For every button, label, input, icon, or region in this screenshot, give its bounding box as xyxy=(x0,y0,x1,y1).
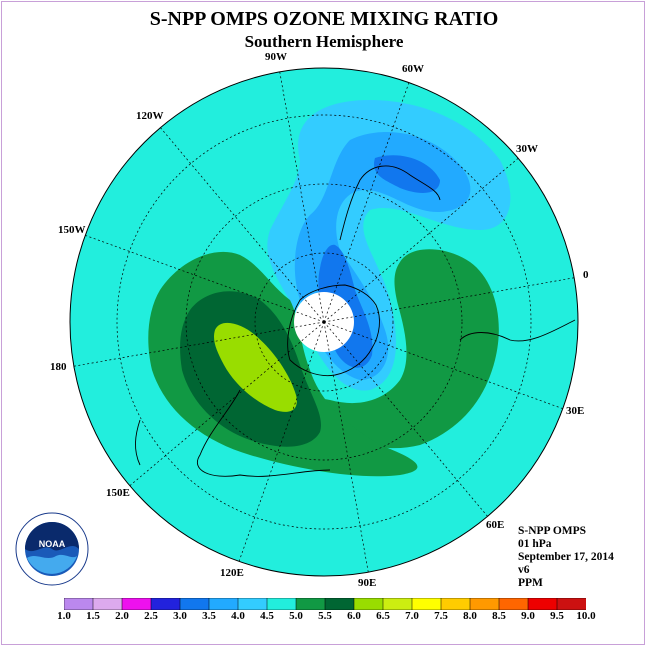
lon-label-90w: 90W xyxy=(265,51,287,63)
info-date: September 17, 2014 xyxy=(518,551,614,563)
graticule xyxy=(70,68,578,576)
colorbar-label: 10.0 xyxy=(576,610,596,622)
meridian-90w xyxy=(277,68,325,323)
south-america-coastline xyxy=(339,165,441,241)
colorbar-label: 1.0 xyxy=(57,610,71,622)
colorbar-swatch xyxy=(150,598,181,610)
lon-label-60w: 60W xyxy=(402,63,424,75)
colorbar-label: 2.0 xyxy=(115,610,129,622)
meridian-0 xyxy=(323,275,578,323)
meridian-150e xyxy=(119,321,325,495)
lon-label-180: 180 xyxy=(50,361,67,373)
lon-label-60e: 60E xyxy=(486,519,504,531)
info-units: PPM xyxy=(518,577,543,589)
meridian-120w xyxy=(153,119,325,323)
meridian-30w xyxy=(323,149,529,323)
colorbar-label: 3.5 xyxy=(202,610,216,622)
colorbar-label: 6.0 xyxy=(347,610,361,622)
meridian-60w xyxy=(323,73,413,323)
colorbar-swatch xyxy=(556,598,586,610)
coastlines xyxy=(135,165,576,477)
colorbar-label: 9.0 xyxy=(521,610,535,622)
colorbar-label: 8.5 xyxy=(492,610,506,622)
colorbar-label: 4.5 xyxy=(260,610,274,622)
colorbar-swatch xyxy=(179,598,210,610)
meridian-180 xyxy=(70,321,325,369)
noaa-logo-text: NOAA xyxy=(39,539,66,549)
africa-coastline xyxy=(459,319,576,342)
meridian-30e xyxy=(323,321,573,413)
lon-label-120e: 120E xyxy=(220,567,244,579)
colorbar-label: 5.5 xyxy=(318,610,332,622)
colorbar xyxy=(64,598,586,610)
colorbar-swatch xyxy=(353,598,384,610)
colorbar-swatch xyxy=(382,598,413,610)
colorbar-swatch xyxy=(498,598,529,610)
lon-label-30e: 30E xyxy=(566,405,584,417)
latitude-circle-2 xyxy=(185,183,463,461)
info-version: v6 xyxy=(518,564,530,576)
ozone-region-6-0 xyxy=(214,322,297,412)
colorbar-label: 6.5 xyxy=(376,610,390,622)
colorbar-label: 8.0 xyxy=(463,610,477,622)
colorbar-label: 3.0 xyxy=(173,610,187,622)
info-instrument: S-NPP OMPS xyxy=(518,525,587,537)
colorbar-label: 2.5 xyxy=(144,610,158,622)
info-block: S-NPP OMPS 01 hPa September 17, 2014 v6 … xyxy=(518,525,614,590)
meridian-60e xyxy=(323,321,495,525)
lon-label-30w: 30W xyxy=(516,143,538,155)
colorbar-swatch xyxy=(295,598,326,610)
colorbar-swatch xyxy=(208,598,239,610)
info-level: 01 hPa xyxy=(518,538,552,550)
colorbar-label: 5.0 xyxy=(289,610,303,622)
lon-label-120w: 120W xyxy=(136,110,164,122)
colorbar-label: 7.5 xyxy=(434,610,448,622)
colorbar-label: 4.0 xyxy=(231,610,245,622)
map-subtitle: Southern Hemisphere xyxy=(244,32,404,51)
noaa-logo: NOAA xyxy=(15,512,89,586)
meridian-90e xyxy=(323,321,371,576)
map-boundary-circle xyxy=(69,67,579,577)
colorbar-swatch xyxy=(64,598,94,610)
colorbar-label: 9.5 xyxy=(550,610,564,622)
latitude-circle-3 xyxy=(116,114,532,530)
ozone-region-5-0-east xyxy=(309,249,499,449)
lon-label-0: 0 xyxy=(583,269,589,281)
lon-label-150w: 150W xyxy=(58,224,86,236)
lon-label-90e: 90E xyxy=(358,577,376,589)
colorbar-swatch xyxy=(527,598,558,610)
colorbar-swatch xyxy=(266,598,297,610)
map-title: S-NPP OMPS OZONE MIXING RATIO xyxy=(149,8,499,30)
australia-coastline xyxy=(197,389,331,477)
colorbar-swatch xyxy=(440,598,471,610)
colorbar-label: 7.0 xyxy=(405,610,419,622)
colorbar-swatch xyxy=(237,598,268,610)
lon-label-150e: 150E xyxy=(106,487,130,499)
colorbar-swatch xyxy=(411,598,442,610)
latitude-circle-1 xyxy=(254,252,394,392)
new-zealand-coastline xyxy=(135,419,141,466)
meridian-120e xyxy=(235,321,325,571)
colorbar-swatch xyxy=(324,598,355,610)
meridian-150w xyxy=(75,231,325,323)
colorbar-swatch xyxy=(121,598,152,610)
colorbar-swatch xyxy=(92,598,123,610)
colorbar-label: 1.5 xyxy=(86,610,100,622)
antarctica-coastline xyxy=(287,284,380,377)
colorbar-swatch xyxy=(469,598,500,610)
